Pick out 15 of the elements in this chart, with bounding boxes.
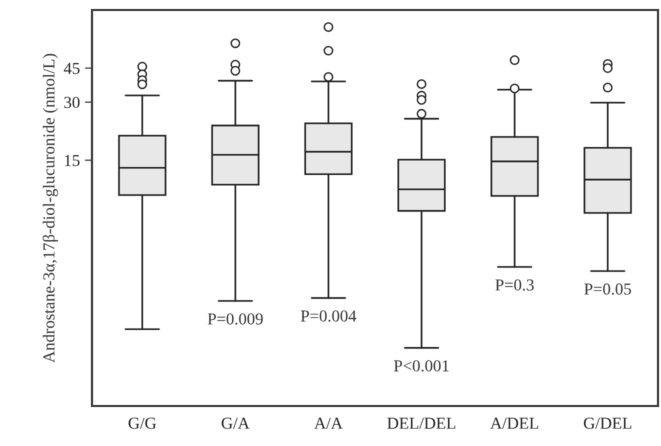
x-tick-label: G/A bbox=[222, 418, 250, 429]
annotation: P=0.3 bbox=[495, 279, 534, 291]
x-tick-label: DEL/DEL bbox=[387, 418, 456, 429]
annotation: P=0.009 bbox=[208, 313, 263, 325]
y-tick-label: 30 bbox=[64, 96, 80, 108]
annotation: P=0.05 bbox=[584, 283, 631, 295]
x-tick-label: A/DEL bbox=[490, 418, 538, 429]
annotation: P<0.001 bbox=[394, 360, 449, 372]
x-tick-label: G/DEL bbox=[584, 418, 632, 429]
y-tick-label: 45 bbox=[64, 62, 80, 74]
x-tick-label: A/A bbox=[314, 418, 343, 429]
annotation: P=0.004 bbox=[300, 310, 356, 322]
x-tick-label: G/G bbox=[128, 418, 156, 429]
y-axis-title: Androstane-3α,17β-diol-glucuronide (nmol/L) bbox=[42, 54, 58, 363]
y-tick-label: 15 bbox=[64, 155, 80, 166]
